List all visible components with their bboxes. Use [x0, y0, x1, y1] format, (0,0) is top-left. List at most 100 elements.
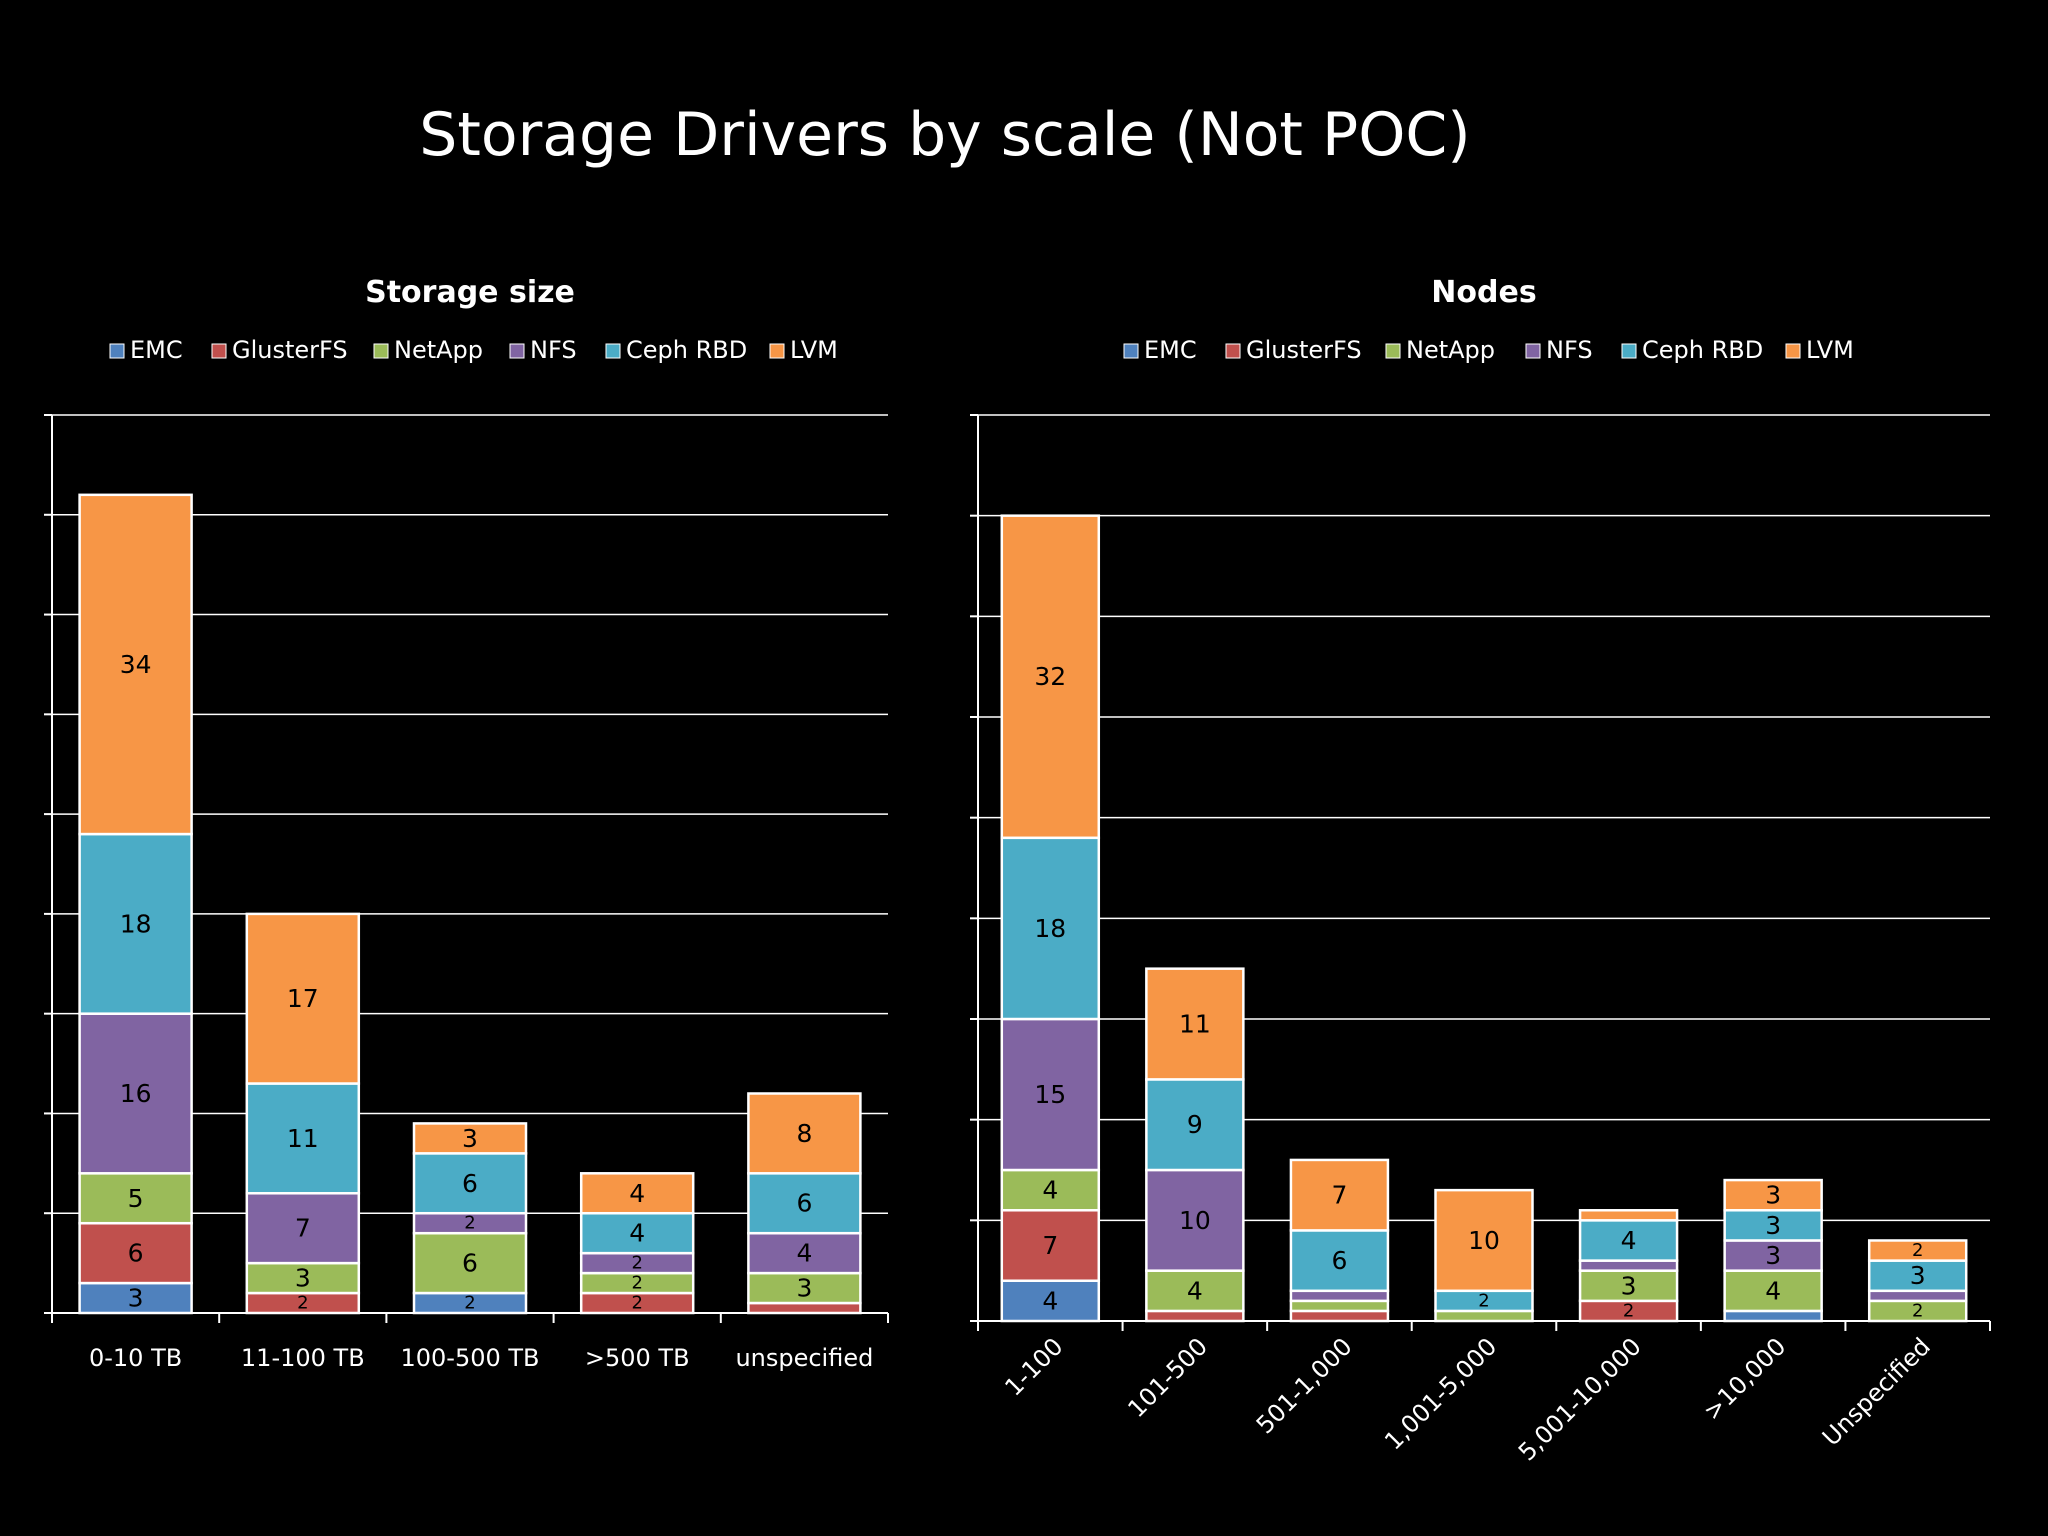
data-label: 3: [1765, 1211, 1781, 1240]
data-label: 4: [1765, 1276, 1781, 1305]
x-tick-label: unspecified: [735, 1344, 873, 1372]
data-label: 6: [462, 1169, 478, 1198]
data-label: 18: [120, 909, 152, 938]
bar-netapp-5-001-10-000: [1578, 1269, 1679, 1303]
x-tick-label: 1-100: [999, 1332, 1068, 1401]
legend-item-emc: EMC: [109, 336, 183, 364]
legend-swatch: [1123, 343, 1139, 359]
data-label: 5: [128, 1184, 144, 1213]
data-label: 10: [1179, 1206, 1211, 1235]
gridlines: [978, 414, 1990, 1222]
bar-nfs-unspecified: [1867, 1289, 1968, 1303]
legend-label: NFS: [530, 336, 577, 364]
legend-item-nfs: NFS: [1525, 336, 1593, 364]
legend-swatch: [109, 343, 125, 359]
bar-lvm-0-10-tb: [78, 493, 193, 836]
data-label: 34: [120, 650, 152, 679]
bar-ceph-rbd-unspecified: [1867, 1259, 1968, 1293]
bar-glusterfs-501-1-000: [1289, 1309, 1390, 1323]
bar-nfs-101-500: [1145, 1168, 1245, 1272]
legend-label: Ceph RBD: [1642, 336, 1763, 364]
data-label: 3: [128, 1284, 144, 1313]
legend-item-ceph-rbd: Ceph RBD: [605, 336, 747, 364]
data-label: 2: [1912, 1240, 1923, 1261]
data-label: 4: [1042, 1286, 1058, 1315]
bar-netapp-100-500-tb: [412, 1231, 528, 1295]
legend-swatch: [1621, 343, 1637, 359]
data-label: 2: [464, 1213, 475, 1234]
bar-lvm-101-500: [1145, 967, 1245, 1081]
legend-swatch: [373, 343, 389, 359]
data-label: 2: [631, 1273, 642, 1294]
x-tick-label: 5,001-10,000: [1513, 1332, 1647, 1466]
x-tick-label: 501-1,000: [1251, 1332, 1358, 1439]
bar-emc-0-10-tb: [78, 1281, 193, 1315]
data-label: 17: [287, 984, 319, 1013]
data-label: 6: [128, 1239, 144, 1268]
x-tick-label: Unspecified: [1817, 1332, 1936, 1451]
legend-label: EMC: [1144, 336, 1197, 364]
legend-label: NFS: [1546, 336, 1593, 364]
legend-item-lvm: LVM: [1785, 336, 1854, 364]
data-label: 3: [1765, 1241, 1781, 1270]
legend-item-glusterfs: GlusterFS: [1225, 336, 1362, 364]
bar-lvm-10-000: [1723, 1178, 1823, 1212]
bar-ceph-rbd-11-100-tb: [245, 1082, 361, 1195]
bar-ceph-rbd-101-500: [1145, 1078, 1245, 1172]
data-label: 2: [1623, 1300, 1634, 1321]
data-label: 9: [1187, 1110, 1203, 1139]
x-tick-label: 1,001-5,000: [1379, 1332, 1502, 1455]
bar-nfs-1-100: [1000, 1017, 1101, 1172]
bar-ceph-rbd-unspecified: [747, 1172, 862, 1235]
data-label: 4: [1621, 1226, 1637, 1255]
bar-lvm-1-001-5-000: [1434, 1188, 1534, 1293]
x-tick-label: 11-100 TB: [241, 1344, 365, 1372]
x-tick-label: >10,000: [1698, 1332, 1791, 1425]
legend-label: Ceph RBD: [626, 336, 747, 364]
legend-swatch: [211, 343, 227, 359]
data-label: 15: [1034, 1080, 1066, 1109]
data-label: 2: [631, 1293, 642, 1314]
bar-lvm-100-500-tb: [412, 1122, 528, 1155]
legend: EMC GlusterFS NetApp NFS Ceph RBD LVM: [1123, 336, 1854, 364]
bar-ceph-rbd-5-001-10-000: [1578, 1219, 1679, 1262]
bar-nfs-501-1-000: [1289, 1289, 1390, 1303]
bar-lvm-unspecified: [747, 1092, 862, 1175]
legend-swatch: [1785, 343, 1801, 359]
data-label: 11: [287, 1124, 319, 1153]
bar-lvm-11-100-tb: [245, 912, 361, 1085]
legend-label: GlusterFS: [1246, 336, 1362, 364]
x-tick-label: 0-10 TB: [89, 1344, 182, 1372]
bar-glusterfs-0-10-tb: [78, 1221, 193, 1285]
legend-item-glusterfs: GlusterFS: [211, 336, 348, 364]
legend-swatch: [1525, 343, 1541, 359]
data-label: 4: [796, 1239, 812, 1268]
data-label: 11: [1179, 1010, 1211, 1039]
legend-swatch: [509, 343, 525, 359]
chart-title: Nodes: [1431, 275, 1536, 310]
bar-netapp-unspecified: [747, 1271, 862, 1305]
bar-lvm-500-tb: [579, 1172, 695, 1215]
data-label: 4: [629, 1179, 645, 1208]
bar-glusterfs-101-500: [1145, 1309, 1245, 1323]
legend: EMC GlusterFS NetApp NFS Ceph RBD LVM: [109, 336, 838, 364]
legend-label: NetApp: [394, 336, 483, 364]
data-label: 3: [1765, 1181, 1781, 1210]
bar-ceph-rbd-501-1-000: [1289, 1229, 1390, 1293]
legend-label: GlusterFS: [232, 336, 348, 364]
data-label: 2: [297, 1293, 308, 1314]
data-label: 7: [295, 1214, 311, 1243]
legend-label: EMC: [130, 336, 183, 364]
bar-ceph-rbd-0-10-tb: [78, 832, 193, 1015]
bar-netapp-1-001-5-000: [1434, 1309, 1534, 1323]
bar-lvm-1-100: [1000, 514, 1101, 840]
data-label: 4: [1187, 1276, 1203, 1305]
chart-storage-size: Storage size EMC GlusterFS NetApp NFS Ceph RB…: [44, 275, 889, 1372]
bar-glusterfs-unspecified: [747, 1301, 862, 1315]
legend-item-lvm: LVM: [769, 336, 838, 364]
data-label: 18: [1034, 914, 1066, 943]
slide-title: Storage Drivers by scale (Not POC): [419, 100, 1471, 170]
